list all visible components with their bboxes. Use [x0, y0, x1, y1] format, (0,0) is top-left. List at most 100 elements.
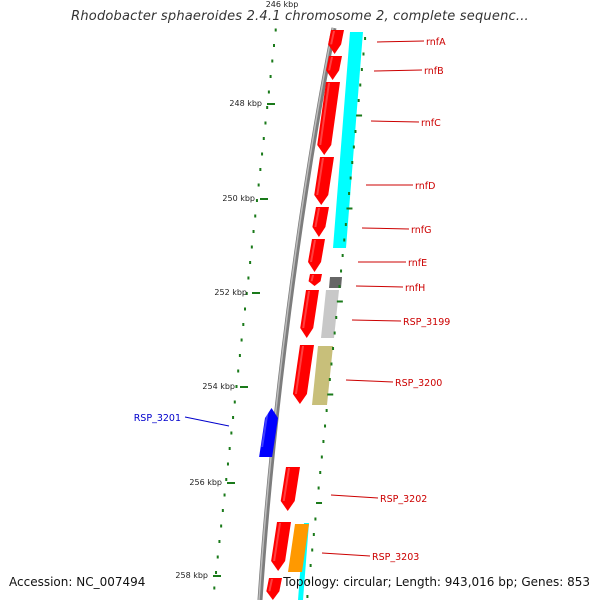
track-dot — [357, 99, 360, 102]
track-dot — [317, 486, 320, 490]
gene-arrow-rnfg[interactable] — [312, 207, 329, 237]
scale-dot — [267, 90, 270, 94]
gene-arrow-highlight — [310, 275, 314, 282]
gene-arrow-highlight — [316, 158, 324, 195]
scale-dot — [244, 307, 247, 311]
scale-dots — [213, 28, 277, 590]
scale-ticks: 246 kbp 248 kbp 250 kbp 252 kbp 254 kbp 256 k… — [175, 0, 298, 580]
scale-dot — [228, 447, 231, 450]
gene-leaders — [184, 40, 425, 557]
gene-label-rsp_3201[interactable]: RSP_3201 — [134, 413, 181, 424]
scale-dot — [250, 245, 253, 249]
scale-dot — [216, 555, 219, 559]
gene-arrow-highlight — [330, 31, 335, 45]
track-dot — [319, 471, 322, 474]
scale-dot — [254, 214, 257, 218]
scale-tick-label: 248 kbp — [229, 99, 262, 108]
gene-arrow-highlight — [314, 208, 320, 227]
track-dot — [344, 223, 347, 226]
backbone — [257, 27, 337, 600]
scale-dot — [225, 478, 228, 481]
gene-arrow-rnfa[interactable] — [328, 30, 344, 54]
leader-line — [361, 227, 410, 230]
gene-arrow-rsp_3200[interactable] — [292, 345, 314, 404]
track-dot — [308, 579, 311, 583]
gene-arrow-highlight — [273, 523, 281, 561]
gene-arrow-rnfb[interactable] — [326, 56, 342, 80]
leader-line — [376, 40, 425, 43]
gene-arrow-highlight — [328, 57, 333, 71]
gene-label-rsp_3199[interactable]: RSP_3199 — [403, 317, 450, 328]
track-dot — [341, 254, 344, 257]
track-dot — [356, 114, 363, 117]
gene-label-rsp_3200[interactable]: RSP_3200 — [395, 378, 442, 389]
gene-arrow-highlight — [268, 579, 273, 592]
gene-arrow-rnfe[interactable] — [308, 239, 325, 272]
scale-dot — [226, 462, 229, 466]
scale-dot — [266, 106, 269, 109]
track-dot — [324, 424, 327, 428]
track-dot — [352, 145, 355, 149]
track-dot — [362, 52, 365, 56]
gene-label-rnfe[interactable]: rnfE — [408, 258, 427, 269]
feature-khaki — [312, 346, 333, 405]
gene-arrow-highlight — [310, 240, 316, 262]
gene-arrow-rsp_3201[interactable] — [259, 408, 278, 457]
leader-line — [370, 120, 420, 123]
gene-arrows — [259, 30, 344, 600]
track-dot — [306, 595, 309, 598]
gene-label-rnfd[interactable]: rnfD — [415, 181, 435, 192]
scale-tick-label: 258 kbp — [175, 571, 208, 580]
gene-arrow-highlight — [302, 291, 310, 328]
scale-dot — [274, 28, 277, 32]
scale-dot — [221, 509, 224, 512]
gene-arrow-rnfd[interactable] — [314, 157, 334, 205]
track-dot — [351, 161, 354, 164]
scale-dot — [249, 261, 252, 264]
gene-label-rsp_3203[interactable]: RSP_3203 — [372, 552, 419, 563]
track-dot — [359, 83, 362, 87]
gene-label-rnfb[interactable]: rnfB — [424, 66, 444, 77]
scale-dot — [269, 75, 272, 78]
gene-arrow-offscreen[interactable] — [266, 578, 282, 600]
feature-orange — [288, 524, 309, 572]
gene-arrow-rnfh[interactable] — [308, 274, 322, 286]
track-dot — [314, 517, 317, 521]
scale-tick — [267, 103, 275, 105]
scale-dot — [272, 44, 275, 47]
feature-cyan — [333, 32, 363, 248]
scale-dot — [245, 292, 248, 295]
scale-tick — [227, 482, 235, 484]
track-dot — [311, 548, 314, 552]
gene-arrow-highlight — [294, 346, 304, 394]
track-dot — [332, 347, 335, 350]
track-dot — [325, 409, 328, 412]
map-title: Rhodobacter sphaeroides 2.4.1 chromosome… — [71, 9, 529, 24]
track-dot — [328, 378, 331, 381]
leader-line — [355, 285, 404, 288]
scale-dot — [252, 230, 255, 233]
track-dot — [309, 564, 312, 567]
scale-dot — [242, 323, 245, 326]
scale-tick-label: 256 kbp — [189, 478, 222, 487]
scale-dot — [220, 524, 223, 528]
scale-dot — [230, 431, 233, 435]
gene-label-rsp_3202[interactable]: RSP_3202 — [380, 494, 427, 505]
scale-dot — [261, 152, 264, 156]
gene-label-rnfa[interactable]: rnfA — [426, 37, 446, 48]
track-dot — [327, 393, 334, 396]
gene-label-rnfg[interactable]: rnfG — [411, 225, 431, 236]
scale-dot — [232, 416, 235, 419]
track-dot — [316, 502, 323, 504]
gene-arrow-rsp_3202[interactable] — [280, 467, 300, 511]
gene-label-rnfh[interactable]: rnfH — [405, 283, 425, 294]
scale-dot — [213, 586, 216, 590]
gene-arrow-rnfc[interactable] — [317, 82, 340, 155]
track-dot — [338, 285, 341, 288]
gene-label-rnfc[interactable]: rnfC — [421, 118, 441, 129]
gene-arrow-rsp_3203[interactable] — [271, 522, 291, 571]
gene-arrow-rsp_3199[interactable] — [300, 290, 319, 338]
scale-dot — [215, 571, 218, 574]
scale-tick — [260, 198, 268, 200]
leader-line — [373, 69, 423, 72]
